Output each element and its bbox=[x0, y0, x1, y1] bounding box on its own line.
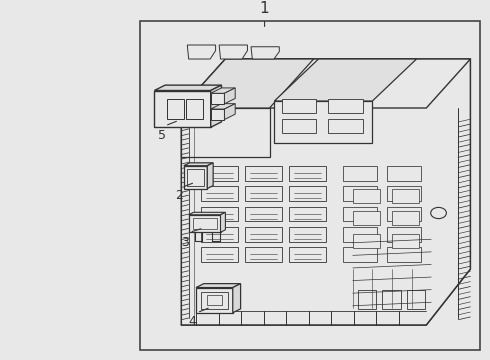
Bar bbox=[201, 292, 228, 309]
Circle shape bbox=[431, 207, 446, 219]
Bar bbox=[201, 247, 238, 262]
Polygon shape bbox=[211, 85, 221, 127]
Bar bbox=[282, 118, 316, 132]
Polygon shape bbox=[181, 269, 470, 325]
Polygon shape bbox=[187, 45, 216, 59]
Polygon shape bbox=[233, 284, 241, 313]
Bar bbox=[353, 234, 380, 248]
Bar bbox=[328, 99, 363, 113]
Bar bbox=[245, 166, 282, 181]
Bar bbox=[289, 207, 326, 221]
Bar bbox=[343, 166, 377, 181]
Bar bbox=[353, 189, 380, 203]
Bar bbox=[167, 99, 184, 118]
Bar bbox=[201, 227, 238, 242]
Bar bbox=[282, 99, 316, 113]
Polygon shape bbox=[189, 215, 220, 232]
Bar bbox=[407, 290, 425, 309]
Bar bbox=[382, 290, 401, 309]
Bar bbox=[387, 227, 421, 242]
Text: 2: 2 bbox=[175, 189, 183, 202]
Polygon shape bbox=[154, 85, 221, 90]
Polygon shape bbox=[181, 59, 470, 108]
Bar bbox=[392, 211, 419, 225]
Bar bbox=[201, 166, 238, 181]
Polygon shape bbox=[181, 108, 270, 157]
Polygon shape bbox=[274, 101, 372, 143]
Bar bbox=[289, 166, 326, 181]
Bar bbox=[343, 207, 377, 221]
Text: 5: 5 bbox=[158, 129, 166, 142]
Bar bbox=[387, 166, 421, 181]
Polygon shape bbox=[184, 166, 207, 189]
Polygon shape bbox=[224, 104, 235, 120]
Bar bbox=[343, 247, 377, 262]
Polygon shape bbox=[211, 88, 235, 93]
Bar bbox=[207, 295, 222, 305]
Bar bbox=[289, 247, 326, 262]
Polygon shape bbox=[274, 59, 416, 101]
Text: 1: 1 bbox=[260, 1, 270, 16]
Bar bbox=[387, 186, 421, 201]
Bar bbox=[201, 186, 238, 201]
Polygon shape bbox=[211, 109, 224, 120]
Bar bbox=[392, 234, 419, 248]
Bar bbox=[245, 247, 282, 262]
Polygon shape bbox=[189, 212, 225, 215]
Bar bbox=[328, 118, 363, 132]
Bar bbox=[245, 227, 282, 242]
Bar bbox=[289, 227, 326, 242]
Polygon shape bbox=[220, 212, 225, 232]
Bar bbox=[245, 186, 282, 201]
Polygon shape bbox=[181, 59, 470, 325]
Bar bbox=[392, 189, 419, 203]
Bar bbox=[289, 186, 326, 201]
Bar bbox=[387, 207, 421, 221]
Bar bbox=[193, 217, 217, 229]
Bar bbox=[140, 21, 480, 350]
Polygon shape bbox=[219, 45, 247, 59]
Text: 3: 3 bbox=[181, 236, 189, 249]
Bar bbox=[245, 207, 282, 221]
Polygon shape bbox=[154, 90, 211, 127]
Polygon shape bbox=[196, 284, 241, 288]
Bar bbox=[201, 207, 238, 221]
Polygon shape bbox=[251, 47, 279, 59]
Bar bbox=[358, 290, 376, 309]
Polygon shape bbox=[196, 288, 233, 313]
Polygon shape bbox=[181, 59, 314, 108]
Polygon shape bbox=[184, 163, 213, 166]
Bar bbox=[343, 186, 377, 201]
Bar bbox=[187, 169, 204, 186]
Polygon shape bbox=[211, 93, 224, 104]
Text: 4: 4 bbox=[189, 315, 196, 328]
Bar bbox=[343, 227, 377, 242]
Bar bbox=[353, 211, 380, 225]
Bar bbox=[186, 99, 203, 118]
Polygon shape bbox=[224, 88, 235, 104]
Bar bbox=[387, 247, 421, 262]
Polygon shape bbox=[207, 163, 213, 189]
Polygon shape bbox=[211, 104, 235, 109]
